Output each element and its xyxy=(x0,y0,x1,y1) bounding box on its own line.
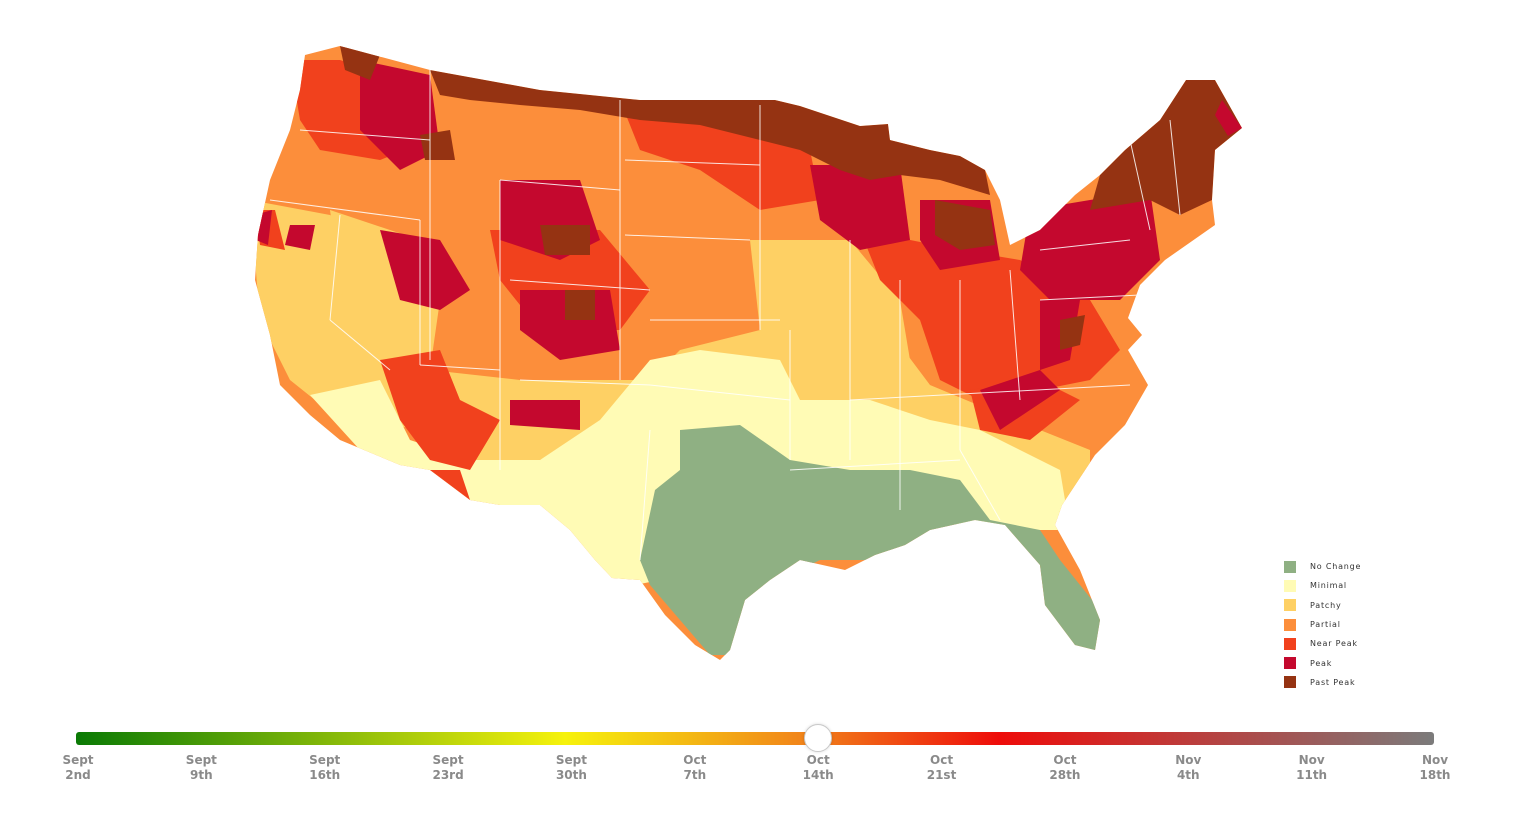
tick-label-oct-7[interactable]: Oct 7th xyxy=(660,753,730,783)
washington-past-peak-region xyxy=(340,46,380,80)
tick-month: Oct xyxy=(806,753,830,767)
tick-month: Oct xyxy=(930,753,954,767)
tick-label-nov-11[interactable]: Nov 11th xyxy=(1277,753,1347,783)
no-change-region xyxy=(640,425,1100,655)
new-mexico-peak-region xyxy=(510,400,580,430)
tick-label-nov-18[interactable]: Nov 18th xyxy=(1400,753,1470,783)
tick-month: Oct xyxy=(683,753,707,767)
legend-swatch xyxy=(1284,676,1296,689)
legend-label: Past Peak xyxy=(1310,677,1356,687)
tick-day: 30th xyxy=(555,768,587,782)
tick-label-oct-14[interactable]: Oct 14th xyxy=(783,753,853,783)
tick-month: Sept xyxy=(432,753,464,767)
tick-label-oct-21[interactable]: Oct 21st xyxy=(907,753,977,783)
northern-plains-past-peak-region xyxy=(430,70,990,195)
wisconsin-peak-region xyxy=(810,165,910,250)
legend-item-minimal: Minimal xyxy=(1284,576,1404,595)
utah-peak-region xyxy=(380,230,470,310)
legend-label: Partial xyxy=(1310,620,1341,630)
tick-label-sept-23[interactable]: Sept 23rd xyxy=(413,753,483,783)
tick-label-sept-16[interactable]: Sept 16th xyxy=(290,753,360,783)
tick-label-sept-30[interactable]: Sept 30th xyxy=(536,753,606,783)
tick-day: 7th xyxy=(683,768,707,782)
legend-label: Near Peak xyxy=(1310,639,1358,649)
tick-day: 2nd xyxy=(65,768,91,782)
us-foliage-map[interactable] xyxy=(0,0,1516,720)
tick-day: 18th xyxy=(1419,768,1451,782)
tick-month: Nov xyxy=(1175,753,1202,767)
tick-day: 9th xyxy=(190,768,213,782)
tick-day: 28th xyxy=(1049,768,1081,782)
tick-month: Sept xyxy=(555,753,587,767)
tick-label-nov-4[interactable]: Nov 4th xyxy=(1153,753,1223,783)
legend-swatch xyxy=(1284,637,1296,650)
foliage-regions xyxy=(255,46,1242,660)
michigan-past-peak-region xyxy=(935,200,995,250)
tick-day: 21st xyxy=(926,768,957,782)
arizona-near-peak-region xyxy=(380,350,500,470)
legend-item-no-change: No Change xyxy=(1284,557,1404,576)
oregon-peak-region xyxy=(285,225,315,250)
tick-month: Sept xyxy=(185,753,217,767)
new-york-peak-region xyxy=(1020,190,1160,300)
tick-label-sept-2[interactable]: Sept 2nd xyxy=(43,753,113,783)
tick-day: 11th xyxy=(1296,768,1328,782)
legend-item-patchy: Patchy xyxy=(1284,596,1404,615)
state-borders xyxy=(269,70,1181,561)
legend-swatch xyxy=(1284,599,1296,612)
timeline-slider-handle[interactable] xyxy=(804,724,833,752)
tick-label-sept-9[interactable]: Sept 9th xyxy=(166,753,236,783)
tick-month: Sept xyxy=(309,753,341,767)
new-england-past-peak-region xyxy=(1090,80,1242,215)
idaho-peak-region xyxy=(360,60,440,170)
montana-past-peak-region xyxy=(420,130,455,160)
tick-day: 23rd xyxy=(432,768,464,782)
legend-swatch xyxy=(1284,579,1296,592)
legend-swatch xyxy=(1284,618,1296,631)
southern-arizona-near-peak-region xyxy=(410,470,470,505)
legend-item-partial: Partial xyxy=(1284,615,1404,634)
timeline-track[interactable] xyxy=(76,732,1434,745)
legend: No Change Minimal Patchy Partial Near Pe… xyxy=(1284,557,1404,692)
tick-month: Nov xyxy=(1298,753,1325,767)
legend-item-past-peak: Past Peak xyxy=(1284,673,1404,692)
tick-month: Oct xyxy=(1053,753,1077,767)
legend-swatch xyxy=(1284,560,1296,573)
tick-day: 14th xyxy=(802,768,834,782)
legend-item-peak: Peak xyxy=(1284,653,1404,672)
legend-item-near-peak: Near Peak xyxy=(1284,634,1404,653)
maine-coast-peak-region xyxy=(1215,100,1242,136)
tick-label-oct-28[interactable]: Oct 28th xyxy=(1030,753,1100,783)
tick-month: Sept xyxy=(62,753,94,767)
legend-label: Peak xyxy=(1310,658,1333,668)
tick-day: 16th xyxy=(309,768,341,782)
colorado-past-peak-region xyxy=(565,290,595,320)
tick-day: 4th xyxy=(1176,768,1200,782)
west-virginia-past-peak-region xyxy=(1060,315,1085,350)
wyoming-past-peak-region xyxy=(540,225,590,255)
legend-label: Minimal xyxy=(1310,581,1347,591)
tick-month: Nov xyxy=(1421,753,1449,767)
legend-label: No Change xyxy=(1310,562,1362,572)
legend-swatch xyxy=(1284,657,1296,670)
legend-label: Patchy xyxy=(1310,600,1342,610)
